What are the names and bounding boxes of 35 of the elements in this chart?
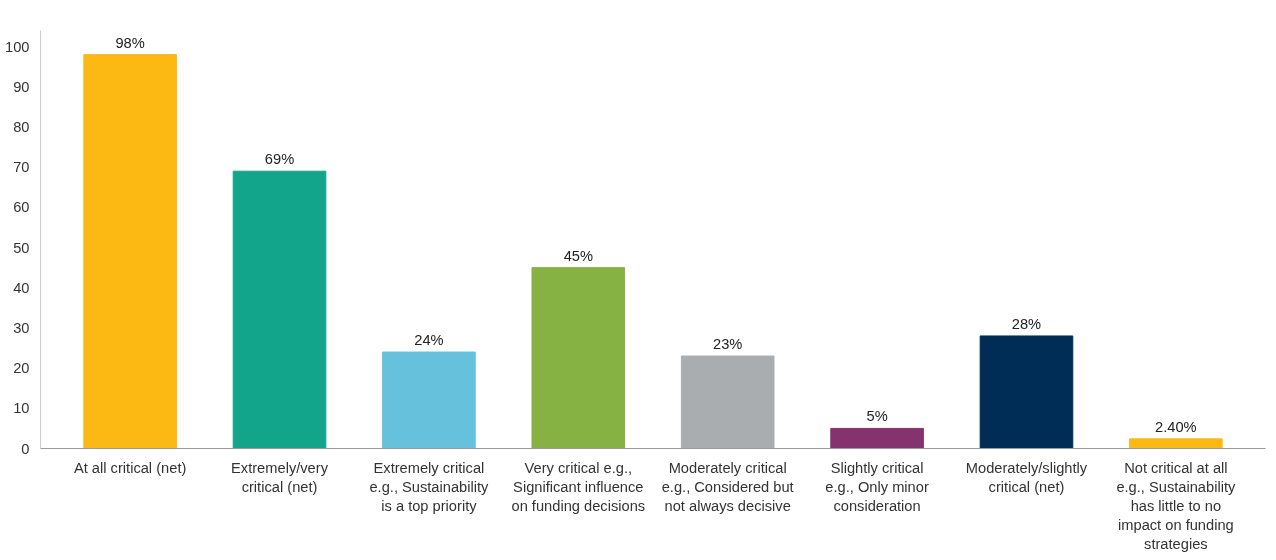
y-tick-label: 80	[13, 118, 30, 135]
x-tick-label: Not critical at all e.g., Sustainability has little to no impact on funding strategies	[1116, 459, 1237, 553]
bar	[83, 54, 177, 449]
x-tick-label: At all critical (net)	[73, 459, 187, 476]
data-label: 2.40%	[1155, 418, 1197, 435]
bar	[1129, 438, 1223, 449]
y-tick-label: 60	[13, 199, 30, 216]
x-tick-label: Moderately/slightly critical (net)	[965, 459, 1088, 495]
data-label: 98%	[115, 34, 145, 51]
data-label: 23%	[713, 336, 743, 353]
bar	[680, 355, 775, 449]
y-tick-label: 40	[13, 279, 30, 296]
y-tick-label: 30	[13, 319, 30, 336]
data-label: 69%	[264, 151, 295, 168]
data-label: 5%	[866, 408, 888, 425]
data-label: 28%	[1011, 315, 1042, 332]
y-tick-label: 50	[13, 239, 30, 256]
y-tick-label: 20	[13, 360, 30, 377]
bar	[232, 170, 327, 449]
x-tick-label: Slightly critical e.g., Only minor consideration	[825, 459, 929, 514]
x-tick-label: Very critical e.g., Significant influence on funding decisions	[511, 459, 646, 514]
bar	[979, 335, 1074, 449]
x-tick-label: Extremely/very critical (net)	[231, 459, 329, 495]
y-tick-label: 100	[5, 38, 30, 55]
y-tick-label: 0	[21, 440, 30, 457]
y-tick-label: 90	[13, 78, 30, 95]
bar	[830, 427, 924, 449]
x-tick-label: Extremely critical e.g., Sustainability is a top priority	[369, 459, 490, 514]
y-tick-label: 10	[13, 400, 30, 417]
data-label: 45%	[563, 247, 593, 264]
bar	[531, 267, 626, 449]
y-tick-label: 70	[13, 159, 30, 176]
x-tick-label: Moderately critical e.g., Considered but not always decisive	[661, 459, 794, 514]
bar	[382, 351, 476, 449]
data-label: 24%	[414, 332, 444, 349]
